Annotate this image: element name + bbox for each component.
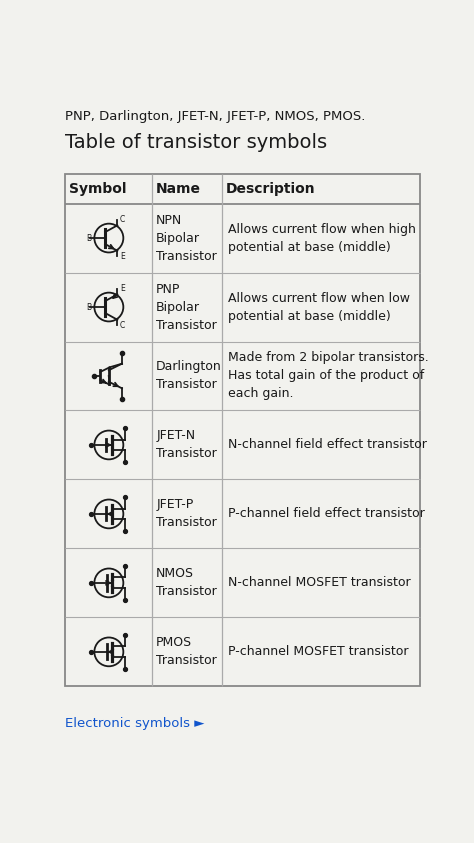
- Text: PMOS
Transistor: PMOS Transistor: [156, 636, 217, 668]
- Text: N-channel field effect transistor: N-channel field effect transistor: [228, 438, 427, 452]
- Text: Description: Description: [226, 182, 316, 196]
- Text: Made from 2 bipolar transistors.
Has total gain of the product of
each gain.: Made from 2 bipolar transistors. Has tot…: [228, 352, 429, 400]
- Text: Table of transistor symbols: Table of transistor symbols: [65, 133, 328, 153]
- Text: Allows current flow when high
potential at base (middle): Allows current flow when high potential …: [228, 223, 416, 254]
- Text: Symbol: Symbol: [69, 182, 127, 196]
- Text: C: C: [120, 216, 125, 224]
- Text: JFET-P
Transistor: JFET-P Transistor: [156, 498, 217, 529]
- Text: Electronic symbols ►: Electronic symbols ►: [65, 717, 205, 730]
- Text: PNP
Bipolar
Transistor: PNP Bipolar Transistor: [156, 282, 217, 331]
- Text: Name: Name: [156, 182, 201, 196]
- Bar: [65, 175, 420, 686]
- Text: N-channel MOSFET transistor: N-channel MOSFET transistor: [228, 577, 411, 589]
- Text: C: C: [120, 320, 125, 330]
- Text: B: B: [87, 303, 92, 312]
- Text: NMOS
Transistor: NMOS Transistor: [156, 567, 217, 599]
- Text: Darlington
Transistor: Darlington Transistor: [156, 361, 222, 391]
- Text: Allows current flow when low
potential at base (middle): Allows current flow when low potential a…: [228, 292, 410, 323]
- Text: P-channel MOSFET transistor: P-channel MOSFET transistor: [228, 646, 409, 658]
- Text: B: B: [87, 234, 92, 243]
- Text: NPN
Bipolar
Transistor: NPN Bipolar Transistor: [156, 213, 217, 262]
- Text: JFET-N
Transistor: JFET-N Transistor: [156, 429, 217, 460]
- Text: P-channel field effect transistor: P-channel field effect transistor: [228, 507, 425, 520]
- Text: E: E: [120, 284, 125, 293]
- Text: PNP, Darlington, JFET-N, JFET-P, NMOS, PMOS.: PNP, Darlington, JFET-N, JFET-P, NMOS, P…: [65, 110, 366, 123]
- Text: E: E: [120, 252, 125, 260]
